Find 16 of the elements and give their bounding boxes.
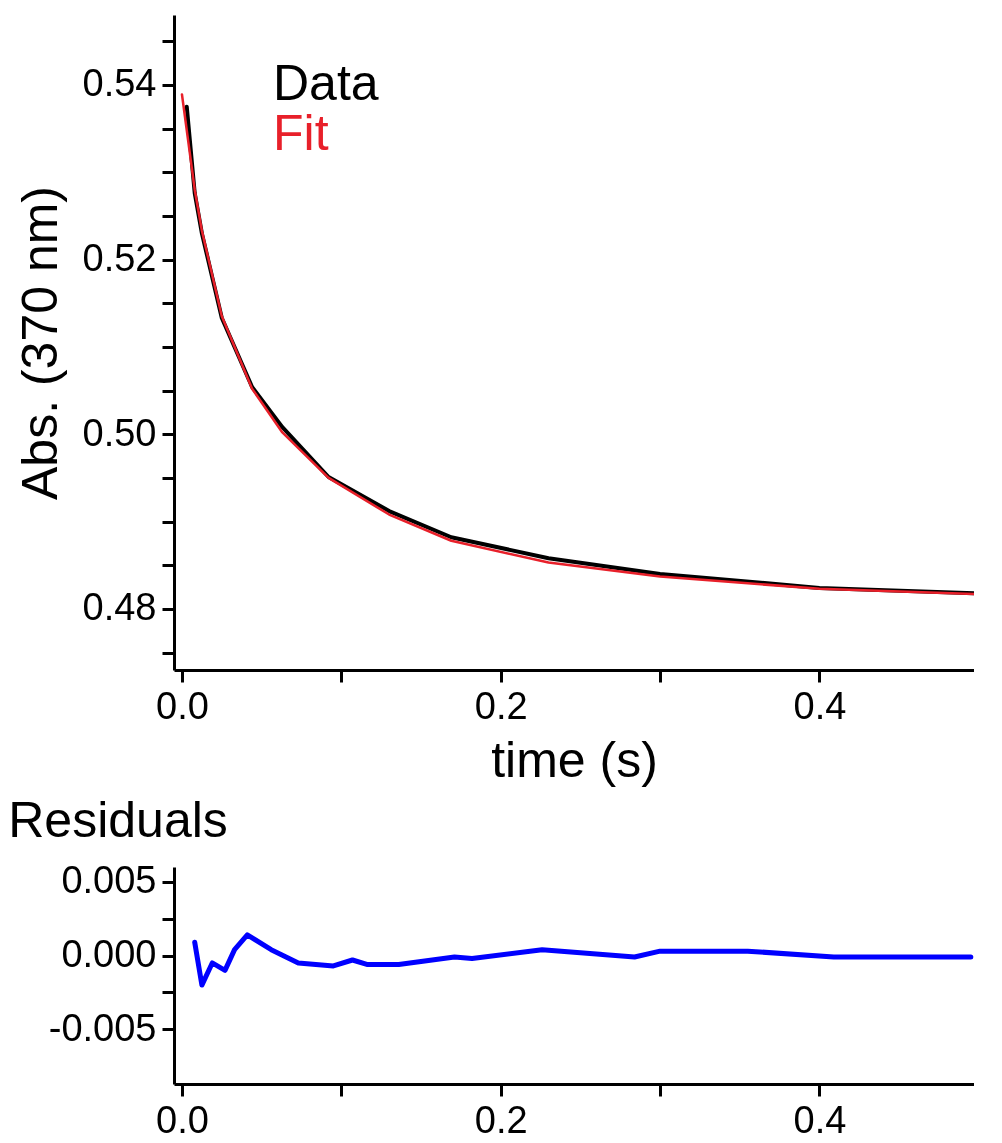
y-axis-title: Abs. (370 nm) [11, 185, 68, 501]
x-tick-label: 0.2 [474, 684, 528, 727]
y-tick-label: 0.48 [82, 586, 157, 629]
x-tick-label: 0.0 [156, 684, 209, 727]
y-tick-label: 0.000 [61, 933, 157, 976]
y-tick-label: 0.50 [82, 411, 157, 454]
x-tick-label: 0.2 [474, 1098, 528, 1141]
x-tick-label: 0.0 [156, 1098, 209, 1141]
x-tick-label: 0.4 [793, 1098, 847, 1141]
y-tick-label: 0.54 [82, 62, 157, 105]
y-tick-label: -0.005 [48, 1006, 157, 1049]
x-tick-label: 0.4 [793, 684, 847, 727]
x-axis-title: time (s) [491, 731, 658, 788]
y-tick-label: 0.52 [82, 237, 157, 280]
y-tick-label: 0.005 [61, 859, 157, 902]
chart-title: Residuals [8, 791, 228, 848]
